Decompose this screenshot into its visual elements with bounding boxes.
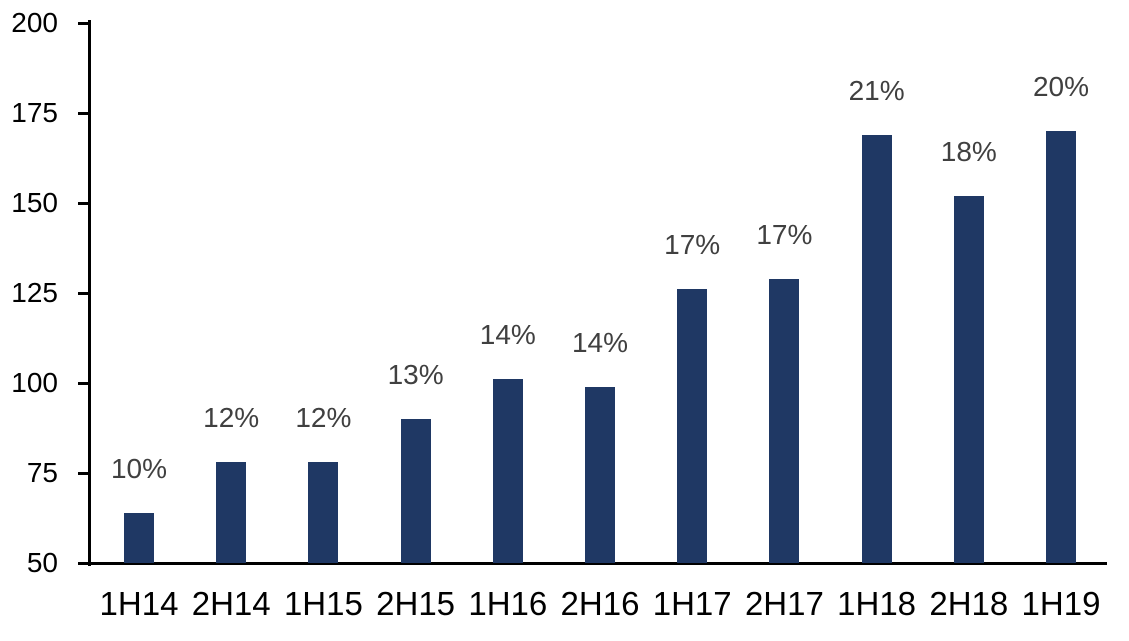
bar-2h18 [953, 195, 984, 563]
bar-value-label: 21% [848, 74, 905, 106]
y-tick-label: 50 [26, 547, 58, 578]
bar-1h15 [308, 462, 339, 563]
bar-1h19 [1046, 131, 1076, 563]
y-tick-mark [78, 202, 88, 205]
bar-2h17 [769, 278, 800, 563]
x-tick-label: 2H16 [560, 585, 640, 622]
y-tick-label: 150 [11, 187, 58, 218]
x-tick-label: 2H14 [191, 585, 271, 622]
bar-1h16 [492, 379, 523, 563]
bar-1h17 [677, 289, 708, 563]
bar-value-label: 14% [571, 326, 629, 358]
y-tick-label: 100 [11, 367, 58, 398]
y-tick-mark [78, 112, 88, 115]
bar-2h16 [585, 386, 615, 563]
bar-value-label: 14% [479, 319, 536, 351]
bar-value-label: 17% [664, 229, 721, 261]
x-tick-label: 2H17 [744, 585, 824, 622]
y-tick-mark [78, 22, 88, 25]
bar-value-label: 12% [203, 402, 260, 434]
bar-value-label: 18% [940, 135, 997, 167]
x-tick-label: 2H18 [929, 585, 1009, 622]
bar-value-label: 12% [295, 402, 352, 434]
y-tick-label: 75 [26, 457, 58, 488]
x-tick-label: 1H15 [283, 585, 363, 622]
x-tick-label: 1H14 [99, 585, 179, 622]
x-tick-label: 1H19 [1021, 585, 1101, 622]
y-tick-label: 175 [11, 97, 58, 128]
bar-value-label: 17% [756, 218, 813, 250]
x-axis-line [78, 562, 1107, 565]
y-tick-mark [78, 292, 88, 295]
bar-2h14 [216, 462, 247, 563]
bar-1h18 [861, 134, 892, 563]
bar-value-label: 20% [1032, 71, 1090, 102]
y-tick-label: 125 [11, 277, 58, 308]
x-tick-label: 2H15 [376, 585, 456, 622]
bar-1h14 [124, 512, 154, 563]
x-tick-label: 1H16 [468, 585, 548, 622]
x-tick-label: 1H18 [837, 585, 917, 622]
bar-2h15 [400, 419, 431, 563]
y-axis-line [88, 20, 91, 566]
y-tick-label: 200 [11, 7, 58, 38]
bar-value-label: 13% [387, 359, 444, 390]
x-tick-label: 1H17 [652, 585, 732, 622]
y-tick-mark [78, 382, 88, 385]
y-tick-mark [78, 472, 88, 475]
bar-value-label: 10% [110, 452, 168, 484]
